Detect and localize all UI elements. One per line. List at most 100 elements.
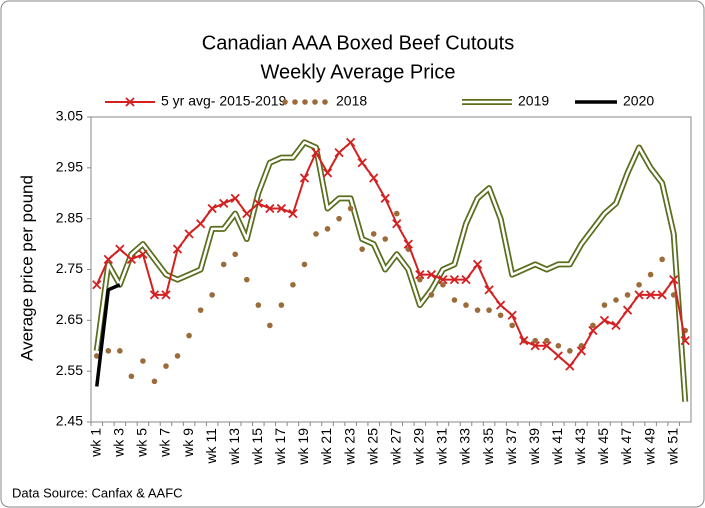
x-marker — [115, 244, 125, 254]
y-tick-label: 2.55 — [56, 362, 83, 378]
data-dot — [105, 348, 112, 354]
data-dot — [659, 256, 665, 263]
x-tick-label: wk 31 — [434, 428, 450, 466]
legend-dot — [322, 99, 328, 105]
x-tick-label: wk 41 — [549, 428, 565, 466]
x-marker — [484, 285, 494, 295]
y-tick-label: 2.65 — [56, 311, 83, 327]
x-marker — [311, 147, 321, 158]
x-tick-label: wk 7 — [157, 428, 173, 458]
y-tick-label: 2.95 — [56, 159, 83, 175]
data-dot — [670, 292, 677, 298]
x-marker — [645, 290, 656, 300]
x-marker — [149, 290, 160, 300]
data-dot — [117, 348, 123, 354]
data-dot — [151, 378, 158, 385]
x-marker — [530, 341, 540, 351]
x-marker — [369, 173, 379, 183]
data-dot — [267, 322, 273, 329]
x-tick-label: wk 9 — [180, 428, 196, 458]
x-marker — [219, 198, 229, 209]
x-marker — [588, 325, 598, 336]
data-dot — [209, 292, 215, 298]
x-marker — [345, 137, 356, 148]
data-dot — [232, 251, 239, 258]
x-marker — [276, 203, 287, 214]
x-marker — [357, 158, 367, 168]
data-dot — [555, 342, 562, 349]
legend-label: 2020 — [623, 93, 654, 109]
data-dot — [509, 322, 515, 329]
x-tick-label: wk 37 — [503, 428, 519, 466]
x-marker — [599, 315, 610, 325]
x-marker — [611, 320, 621, 331]
y-axis-label: Average price per pound — [17, 175, 36, 361]
x-marker — [161, 290, 171, 300]
data-dot — [624, 292, 631, 298]
x-marker — [472, 259, 483, 270]
x-tick-label: wk 15 — [249, 428, 265, 466]
x-marker — [334, 147, 344, 158]
x-marker — [449, 275, 460, 285]
x-tick-label: wk 13 — [226, 428, 242, 466]
x-marker — [265, 203, 275, 214]
legend-dot — [292, 99, 298, 105]
legend-label: 2018 — [336, 93, 367, 109]
data-dot — [93, 353, 100, 359]
data-dot — [220, 261, 227, 268]
x-marker — [519, 336, 529, 346]
x-tick-label: wk 1 — [87, 428, 103, 458]
data-dot — [370, 231, 377, 237]
chart-title: Canadian AAA Boxed Beef Cutouts — [202, 32, 514, 54]
data-dot — [313, 231, 319, 237]
x-marker — [553, 351, 563, 361]
series-line-inner — [95, 141, 687, 402]
y-tick-label: 3.05 — [56, 108, 83, 124]
data-dot — [186, 332, 192, 339]
x-marker — [461, 275, 471, 285]
data-dot — [163, 363, 169, 369]
data-dot — [613, 297, 619, 303]
y-tick-label: 2.85 — [56, 209, 83, 225]
x-tick-label: wk 47 — [618, 428, 634, 466]
x-marker — [172, 244, 183, 254]
x-marker — [669, 275, 679, 285]
x-tick-label: wk 11 — [203, 428, 219, 465]
x-marker — [253, 198, 263, 209]
y-tick-label: 2.75 — [56, 260, 83, 276]
legend-marker — [125, 97, 135, 107]
data-dot — [301, 261, 308, 268]
legend-dot — [282, 99, 288, 105]
x-tick-label: wk 43 — [572, 428, 588, 466]
x-tick-label: wk 35 — [480, 428, 496, 466]
x-marker — [230, 193, 240, 203]
x-marker — [288, 208, 298, 219]
data-dot — [347, 205, 354, 212]
data-dot — [336, 215, 342, 222]
x-tick-label: wk 17 — [272, 428, 288, 466]
x-tick-label: wk 29 — [411, 428, 427, 466]
data-dot — [590, 322, 596, 329]
x-marker — [495, 300, 506, 310]
data-dot — [497, 312, 504, 319]
x-marker — [634, 290, 644, 300]
x-marker — [103, 254, 113, 264]
x-marker — [195, 219, 206, 229]
x-marker — [565, 361, 575, 371]
x-marker — [507, 310, 517, 320]
x-marker — [207, 203, 217, 214]
data-dot — [474, 307, 481, 313]
x-marker — [299, 173, 310, 183]
x-marker — [680, 336, 690, 346]
chart-subtitle: Weekly Average Price — [261, 61, 456, 83]
data-dot — [428, 292, 435, 298]
x-marker — [542, 341, 552, 351]
x-tick-label: wk 39 — [526, 428, 542, 466]
data-dot — [278, 302, 285, 308]
x-marker — [380, 193, 390, 203]
x-marker — [403, 239, 413, 249]
data-dot — [393, 210, 400, 217]
x-marker — [426, 269, 437, 280]
